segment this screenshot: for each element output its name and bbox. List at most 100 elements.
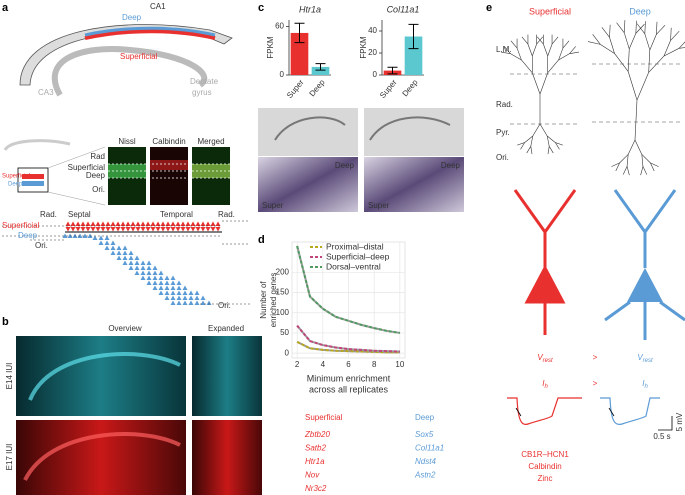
cell [175,227,181,232]
y-tick-label: 150 [276,288,290,297]
dendrite [527,43,533,57]
cell [122,245,128,250]
expanded-e17 [192,420,262,495]
dendrite [636,23,646,35]
cell [75,221,81,226]
dendrite [644,33,651,51]
compare: > [593,379,598,388]
cell [122,260,128,265]
dendrite [635,23,645,34]
merged-band [192,164,230,178]
cell [188,300,194,305]
cell [140,260,146,265]
cell [70,221,76,226]
dendrite [663,48,680,57]
ca1: CA1 [150,2,166,11]
dendrite [622,166,628,175]
cell [85,221,91,226]
cell [182,285,188,290]
panel-label: e [486,2,492,14]
cell [120,227,126,232]
gene: Nov [305,471,320,480]
x-axis-label: across all replicates [309,384,389,394]
cell [82,233,88,238]
gene: Astn2 [414,471,436,480]
cell [194,300,200,305]
inset-superficial: Superficial [2,174,30,180]
dendrite [547,135,556,143]
chart-title: Htr1a [299,4,321,14]
cell [140,221,146,226]
cell [140,227,146,232]
series-underlay [296,325,400,353]
ih: Ih [642,379,648,389]
dendrite [548,146,554,154]
ca1-outline [19,24,233,86]
cell [164,290,170,295]
x-tick-label: 10 [395,360,404,369]
bar [290,32,309,75]
cell [134,265,140,270]
panel-b: b Overview Expanded E14 IUI E17 IUI [2,316,262,495]
cell [200,221,206,226]
dendrite [569,51,579,54]
dendrite [601,27,610,38]
dendrite [626,154,629,167]
layer-label: Ori. [496,153,509,162]
cell [128,260,134,265]
axis-label: Septal [68,210,91,219]
chart-title: Col11a1 [387,4,420,14]
x-tick-label: 2 [295,360,300,369]
y-tick-label: 20 [368,48,377,57]
zoom-line [47,191,106,206]
row-label: Deep [86,171,106,180]
stain-header: Merged [197,137,224,146]
y-tick-label: 50 [280,328,289,337]
dendrite [569,46,576,54]
cell [160,227,166,232]
dendrite [521,59,533,74]
series-underlay [296,245,401,334]
cell [120,221,126,226]
cell [170,295,176,300]
axis-label: Rad. [218,210,235,219]
vrest-symbol: V [537,353,543,362]
dendrite [678,41,685,49]
x-tick-label: Super [378,78,399,100]
cell [190,221,196,226]
dendrite [600,44,615,54]
vrest: Vrest [637,353,653,363]
cell [146,265,152,270]
cell [110,245,116,250]
dendrite [562,40,570,49]
cell [95,227,101,232]
dendrite [627,71,638,101]
cell [85,227,91,232]
cell [145,227,151,232]
cell [158,285,164,290]
bar [404,36,423,75]
ih: Ih [542,379,548,389]
cell [194,295,200,300]
y-tick-label: 0 [373,70,378,79]
cell [195,227,201,232]
e14-layer [28,352,181,401]
morphology [501,20,685,176]
cell [180,227,186,232]
gene-header: Superficial [305,413,343,422]
cell [135,227,141,232]
gene: Htr1a [305,457,325,466]
cell [104,240,110,245]
cell [130,227,136,232]
e17-layer [23,432,181,481]
dendrite [536,36,543,45]
cell [176,280,182,285]
dendrite [501,51,511,54]
cell [206,300,212,305]
gene: Zbtb20 [304,430,330,439]
cell [176,295,182,300]
inset-red [22,174,44,179]
cell [150,227,156,232]
panel-e: e Superficial Deep L.M. Rad. Pyr. Ori. V… [486,2,685,483]
cell [100,221,106,226]
